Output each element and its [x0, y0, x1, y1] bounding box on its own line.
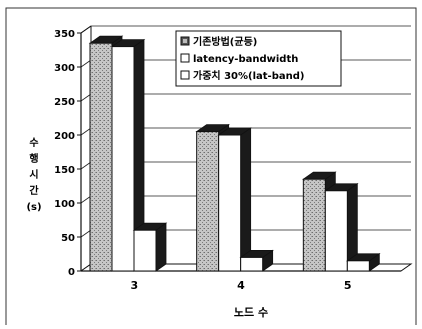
y-tick-label-5: 250	[54, 97, 75, 108]
x-tick-label-0: 3	[131, 279, 139, 292]
y-label-line-2: 시	[29, 169, 38, 181]
y-axis-label: 수 행 시 간 (s)	[26, 137, 41, 213]
bar-side-1-1	[240, 127, 252, 272]
gridline-side-2	[80, 195, 92, 204]
y-label-line-1: 행	[29, 152, 38, 165]
side-wall-top-edge	[80, 25, 92, 34]
y-label-line-0: 수	[29, 137, 38, 149]
bar-0-0	[89, 42, 113, 272]
y-tick-label-4: 200	[54, 131, 75, 142]
bar-2-0	[133, 229, 157, 272]
gridline-side-1	[80, 229, 92, 238]
bar-2-2	[346, 260, 370, 272]
bar-2-1	[240, 256, 264, 272]
legend-label-2: 가중치 30%(lat-band)	[193, 69, 304, 82]
legend-label-1: latency-bandwidth	[193, 54, 298, 65]
x-tick-label-2: 5	[344, 279, 352, 292]
gridline-side-4	[80, 127, 92, 136]
x-axis-label: 노드 수	[234, 306, 268, 319]
y-tick-label-2: 100	[54, 199, 75, 210]
bar-1-2	[324, 190, 348, 272]
bar-layer	[88, 35, 381, 272]
tick-layer: 0 50 100 150 200 250 300 350 3 4 5	[54, 29, 351, 292]
bar-side-2-0	[155, 222, 167, 272]
y-tick-label-3: 150	[54, 165, 75, 176]
legend-label-0: 기존방법(균등)	[193, 35, 257, 48]
legend: 기존방법(균등) latency-bandwidth 가중치 30%(lat-b…	[175, 30, 342, 87]
y-tick-label-1: 50	[61, 233, 75, 244]
legend-swatch-2	[180, 70, 190, 80]
y-tick-label-7: 350	[54, 29, 75, 40]
bar-0-2	[302, 178, 326, 272]
gridline-side-5	[80, 93, 92, 102]
bar-0-1	[196, 131, 220, 272]
gridline-side-6	[80, 59, 92, 68]
y-tick-label-0: 0	[68, 267, 75, 278]
legend-swatch-1	[180, 53, 190, 63]
bar-1-1	[218, 134, 242, 272]
legend-box	[175, 30, 342, 87]
y-label-line-3: 간	[29, 184, 39, 197]
gridline-side-3	[80, 161, 92, 170]
y-tick-label-6: 300	[54, 63, 75, 74]
legend-swatch-0-inner	[183, 39, 187, 43]
chart-frame	[5, 7, 417, 325]
x-tick-label-1: 4	[237, 279, 245, 292]
y-label-line-4: (s)	[26, 202, 41, 213]
bar-1-0	[111, 46, 135, 272]
